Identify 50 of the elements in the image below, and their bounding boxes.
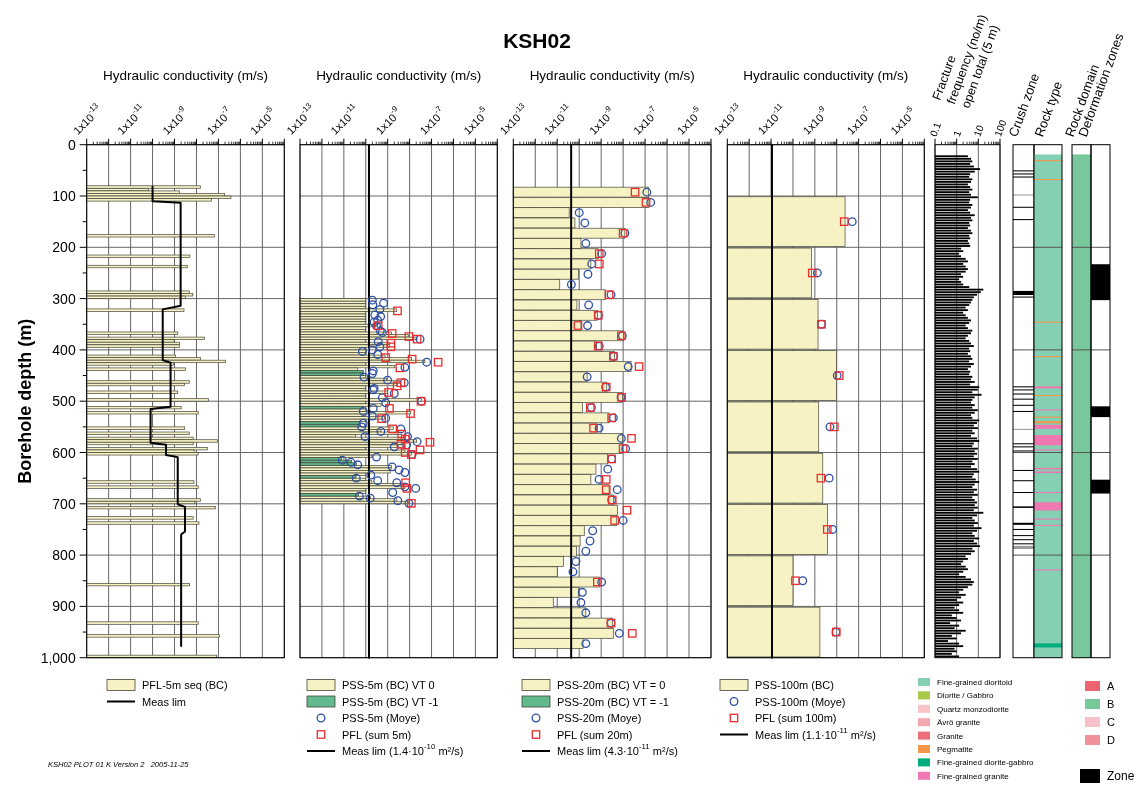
legend-label: B xyxy=(1107,698,1115,710)
y-axis-title: Borehole depth (m) xyxy=(15,318,35,484)
legend-label: C xyxy=(1107,716,1115,728)
y-tick-label: 800 xyxy=(52,547,76,564)
x-axis-title: Hydraulic conductivity (m/s) xyxy=(529,68,695,83)
legend-label: PSS-5m (Moye) xyxy=(342,712,421,724)
legend-label: PSS-20m (BC) VT = -1 xyxy=(557,695,669,708)
legend-label: Pegmatite xyxy=(937,744,974,754)
y-tick-label: 700 xyxy=(52,495,76,512)
legend-label: PSS-20m (BC) VT = 0 xyxy=(557,679,666,691)
legend-label: PSS-5m (BC) VT -1 xyxy=(342,695,439,708)
legend-label: D xyxy=(1107,734,1115,746)
legend-label: Fine-grained dioritoid xyxy=(937,677,1013,687)
y-tick-label: 900 xyxy=(52,598,76,615)
y-tick-label: 400 xyxy=(52,341,76,358)
legend-label: Fine-grained diorite-gabbro xyxy=(937,757,1035,767)
chart-title: KSH02 xyxy=(503,29,571,52)
legend-label: Fine-grained granite xyxy=(937,771,1010,781)
y-tick-label: 0 xyxy=(67,136,76,153)
legend-label: A xyxy=(1107,680,1115,692)
legend-label: Diorite / Gabbro xyxy=(937,690,995,700)
y-tick-label: 1,000 xyxy=(40,649,76,666)
y-tick-label: 500 xyxy=(52,393,76,410)
legend-label: Quartz monzodiorite xyxy=(937,704,1010,714)
x-axis-title: Hydraulic conductivity (m/s) xyxy=(316,68,482,83)
x-axis-title: Hydraulic conductivity (m/s) xyxy=(743,68,909,83)
legend-label: Meas lim (1.1·10$^{-11}$ m²/s) xyxy=(755,725,876,741)
x-axis-title: Hydraulic conductivity (m/s) xyxy=(102,68,269,83)
legend-label: PFL (sum 5m) xyxy=(342,728,412,741)
legend-label: PSS-100m (BC) xyxy=(755,679,834,691)
y-tick-label: 200 xyxy=(52,239,76,256)
legend-label: PSS-5m (BC) VT 0 xyxy=(342,679,435,691)
x-tick-label: 10 xyxy=(971,123,986,138)
legend-label: Meas lim (1.4·10$^{-10}$ m²/s) xyxy=(342,742,464,757)
x-tick-label: 100 xyxy=(991,117,1009,138)
legend-label: PSS-100m (Moye) xyxy=(755,695,846,708)
x-tick-label: 0.1 xyxy=(927,120,943,138)
y-tick-label: 100 xyxy=(52,188,76,204)
legend-label: Meas lim (4.3·10$^{-11}$ m²/s) xyxy=(557,742,678,757)
legend-label: Meas lim xyxy=(142,695,187,708)
legend-label: PSS-20m (Moye) xyxy=(557,712,642,724)
legend-label: PFL (sum 20m) xyxy=(557,728,633,741)
legend-label: Granite xyxy=(937,731,964,741)
y-tick-label: 300 xyxy=(52,290,76,307)
legend-label: PFL (sum 100m) xyxy=(755,712,837,724)
y-tick-label: 600 xyxy=(52,444,76,461)
legend-label: Zone xyxy=(1107,769,1135,783)
x-tick-label: 1 xyxy=(950,128,963,138)
legend-label: Ävrö granite xyxy=(937,717,981,727)
legend-label: PFL-5m seq (BC) xyxy=(142,679,228,691)
